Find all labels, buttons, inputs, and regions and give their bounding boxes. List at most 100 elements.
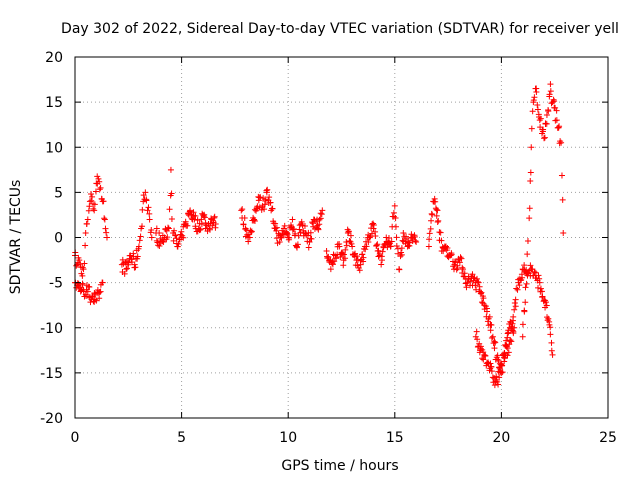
data-point bbox=[495, 357, 502, 364]
data-point bbox=[494, 356, 501, 363]
data-point bbox=[501, 358, 508, 365]
data-point bbox=[522, 299, 529, 306]
data-point bbox=[84, 216, 91, 223]
data-point bbox=[277, 234, 284, 241]
data-point bbox=[103, 234, 110, 241]
data-point bbox=[164, 234, 171, 241]
data-point bbox=[514, 286, 521, 293]
data-point bbox=[368, 230, 375, 237]
data-point bbox=[481, 351, 488, 358]
x-tick-label: 10 bbox=[279, 430, 297, 446]
data-point bbox=[156, 243, 163, 250]
data-point bbox=[534, 101, 541, 108]
data-point bbox=[397, 253, 404, 260]
data-point bbox=[560, 229, 567, 236]
data-point bbox=[501, 355, 508, 362]
data-point bbox=[536, 279, 543, 286]
data-point bbox=[347, 232, 354, 239]
data-point bbox=[373, 242, 380, 249]
x-tick-label: 25 bbox=[599, 430, 617, 446]
data-point bbox=[413, 239, 420, 246]
data-point bbox=[165, 224, 172, 231]
data-point bbox=[91, 207, 98, 214]
data-point bbox=[201, 214, 208, 221]
data-point bbox=[264, 186, 271, 193]
data-point bbox=[266, 194, 273, 201]
data-point bbox=[504, 345, 511, 352]
data-point bbox=[349, 243, 356, 250]
data-point bbox=[399, 237, 406, 244]
data-point bbox=[496, 374, 503, 381]
data-point bbox=[440, 248, 447, 255]
data-point bbox=[135, 243, 142, 250]
data-point bbox=[174, 243, 181, 250]
data-point bbox=[184, 222, 191, 229]
data-point bbox=[366, 234, 373, 241]
data-point bbox=[550, 96, 557, 103]
data-point bbox=[187, 207, 194, 214]
data-point bbox=[289, 216, 296, 223]
data-point bbox=[486, 313, 493, 320]
data-point bbox=[123, 266, 130, 273]
data-point bbox=[524, 251, 531, 258]
data-point bbox=[283, 230, 290, 237]
data-point bbox=[559, 196, 566, 203]
data-point bbox=[327, 266, 334, 273]
data-point bbox=[519, 274, 526, 281]
data-point bbox=[536, 275, 543, 282]
data-point bbox=[527, 169, 534, 176]
data-point bbox=[175, 241, 182, 248]
data-point bbox=[426, 230, 433, 237]
data-point bbox=[333, 255, 340, 262]
data-point bbox=[290, 226, 297, 233]
data-point bbox=[156, 229, 163, 236]
data-point bbox=[461, 270, 468, 277]
data-point bbox=[483, 308, 490, 315]
data-point bbox=[519, 321, 526, 328]
data-point bbox=[86, 198, 93, 205]
data-point bbox=[298, 218, 305, 225]
chart-title: Day 302 of 2022, Sidereal Day-to-day VTE… bbox=[61, 21, 619, 37]
data-point bbox=[168, 190, 175, 197]
data-point bbox=[76, 257, 83, 264]
data-point bbox=[448, 251, 455, 258]
data-point bbox=[390, 209, 397, 216]
data-point bbox=[92, 188, 99, 195]
data-point bbox=[178, 228, 185, 235]
data-point bbox=[81, 260, 88, 267]
data-point bbox=[319, 207, 326, 214]
data-point bbox=[527, 262, 534, 269]
data-point bbox=[392, 223, 399, 230]
data-point bbox=[534, 106, 541, 113]
data-point bbox=[378, 261, 385, 268]
data-point bbox=[545, 315, 552, 322]
data-point bbox=[549, 351, 556, 358]
data-point bbox=[329, 261, 336, 268]
data-point bbox=[212, 220, 219, 227]
data-point bbox=[537, 115, 544, 122]
data-point bbox=[354, 253, 361, 260]
data-point bbox=[336, 243, 343, 250]
data-point bbox=[269, 205, 276, 212]
data-point bbox=[124, 265, 131, 272]
x-axis-title: GPS time / hours bbox=[281, 458, 398, 474]
data-point bbox=[492, 339, 499, 346]
data-point bbox=[460, 266, 467, 273]
data-point bbox=[305, 244, 312, 251]
data-point bbox=[475, 279, 482, 286]
y-tick-label: -15 bbox=[40, 366, 63, 382]
data-point bbox=[543, 302, 550, 309]
data-point bbox=[245, 238, 252, 245]
data-point bbox=[387, 243, 394, 250]
data-point bbox=[168, 216, 175, 223]
data-point bbox=[340, 251, 347, 258]
data-point bbox=[132, 264, 139, 271]
data-point bbox=[494, 378, 501, 385]
data-point bbox=[434, 207, 441, 214]
data-point bbox=[547, 88, 554, 95]
data-point bbox=[96, 295, 103, 302]
y-tick-label: -5 bbox=[49, 276, 63, 292]
data-point bbox=[137, 233, 144, 240]
data-point bbox=[521, 262, 528, 269]
data-point bbox=[511, 306, 518, 313]
